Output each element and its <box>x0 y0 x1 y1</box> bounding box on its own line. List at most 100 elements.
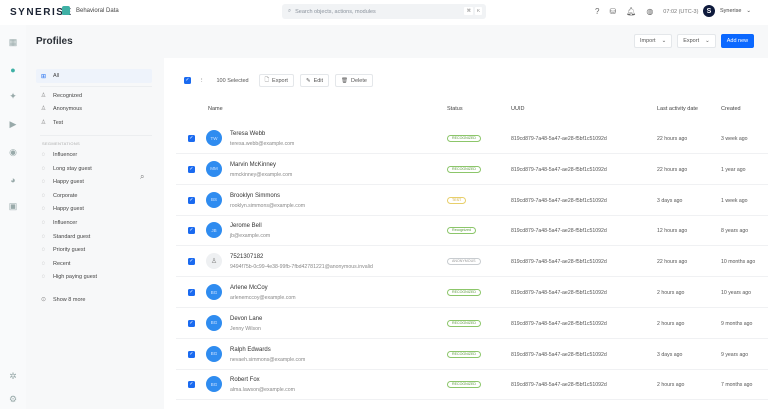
filter-test[interactable]: ♙ Test <box>40 119 64 127</box>
profile-name[interactable]: Jerome Bell <box>230 223 262 230</box>
row-checkbox[interactable]: ✓ <box>188 289 195 296</box>
dashboard-icon[interactable]: ▦ <box>8 37 18 47</box>
user-icon <box>62 6 70 15</box>
table-row[interactable]: ✓ TW Teresa Webb teresa.webb@example.com … <box>176 123 768 154</box>
chevron-down-circle-icon: ⊙ <box>40 297 47 303</box>
export-label: Export <box>272 77 288 84</box>
profile-name[interactable]: Devon Lane <box>230 315 263 322</box>
campaign-icon[interactable]: ▶ <box>9 119 17 129</box>
synerise-logo[interactable]: SYNERISE <box>10 7 73 18</box>
segment-item[interactable]: ◌ Happy guest <box>40 206 84 212</box>
row-checkbox[interactable]: ✓ <box>188 196 195 204</box>
table-row[interactable]: ✓ BG Robert Fox alma.lawson@example.com R… <box>176 369 768 401</box>
edit-button[interactable]: ✎ Edit <box>299 74 330 87</box>
top-bar: SYNERISE Behavioral Data ⌕ Search objects… <box>0 0 768 25</box>
row-checkbox[interactable]: ✓ <box>188 135 195 142</box>
database-icon[interactable]: ⛁ <box>609 7 617 16</box>
chevron-down-icon: ⌄ <box>705 38 710 44</box>
table-row[interactable]: ✓ ♙ 7521307182 9494f75b-0c99-4e38-99fb-7f… <box>176 246 768 278</box>
profile-name[interactable]: Brooklyn Simmons <box>230 192 281 199</box>
column-header-name[interactable]: Name <box>208 106 223 112</box>
row-checkbox[interactable]: ✓ <box>188 381 195 389</box>
segment-item[interactable]: ◌ Priority guest <box>40 247 85 253</box>
table-row[interactable]: ✓ BS Brooklyn Simmons rooklyn.simmons@exa… <box>176 185 768 216</box>
analytics-icon[interactable]: ◕ <box>10 175 16 185</box>
uuid: 819cd879-7a48-5a47-ae28-f5bf1c51092d <box>511 228 607 235</box>
profile-name[interactable]: Ralph Edwards <box>230 346 271 353</box>
row-checkbox[interactable]: ✓ <box>188 350 195 358</box>
bell-icon[interactable]: 🔔︎ <box>626 7 637 16</box>
global-search[interactable]: ⌕ Search objects, actions, modules ⌘ K <box>282 4 486 19</box>
help-icon[interactable]: ? <box>595 7 600 16</box>
column-header-status[interactable]: Status <box>447 106 463 112</box>
user-name: Synerise <box>720 8 742 14</box>
segment-icon: ◌ <box>41 260 46 267</box>
table-row[interactable]: ✓ BG Devon Lane Jenny Wilson RECOGNIZED 8… <box>176 308 768 339</box>
add-new-button[interactable]: Add new <box>720 34 755 48</box>
segment-item[interactable]: ◌ Influencer <box>40 152 77 158</box>
time-zone[interactable]: 07:02 (UTC-3) <box>663 8 699 15</box>
trash-icon: 🗑︎ <box>341 77 349 84</box>
table-row[interactable]: ✓ BG Arlene McCoy arlenemccoy@example.com… <box>176 277 768 308</box>
segment-item[interactable]: ◌ Happy guest <box>40 179 84 185</box>
column-header-created[interactable]: Created <box>721 106 741 112</box>
shortcut-key: ⌘ <box>464 7 473 15</box>
import-button[interactable]: Import ⌄ <box>634 34 673 48</box>
profile-name[interactable]: 7521307182 <box>230 254 264 261</box>
column-header-uuid[interactable]: UUID <box>511 106 525 112</box>
import-label: Import <box>640 38 656 44</box>
module-switcher[interactable]: Behavioral Data <box>62 6 119 15</box>
shortcut-key: K <box>474 7 482 15</box>
segment-item[interactable]: ◌ Long stay guest <box>40 166 92 172</box>
globe-icon[interactable]: ◍ <box>646 7 654 16</box>
filter-label: All <box>53 73 60 79</box>
column-header-last-activity[interactable]: Last activity date <box>657 106 698 112</box>
segment-item[interactable]: ◌ Recent <box>40 260 71 267</box>
select-all-checkbox[interactable]: ✓ <box>184 77 191 84</box>
ai-icon[interactable]: ✦ <box>9 91 17 101</box>
export-button[interactable]: Export ⌄ <box>677 34 716 48</box>
catalog-icon[interactable]: ▣ <box>8 201 18 211</box>
divider <box>40 86 152 87</box>
more-icon[interactable]: ⋮ <box>199 77 205 84</box>
settings-icon[interactable]: ⚙ <box>8 394 18 404</box>
segment-item[interactable]: ◌ High paying guest <box>40 274 97 280</box>
eye-icon[interactable]: ◉ <box>9 147 17 157</box>
avatar: TW <box>206 130 222 146</box>
status-badge: RECOGNIZED <box>447 350 481 358</box>
profile-name[interactable]: Robert Fox <box>230 377 260 384</box>
profiles-icon[interactable]: ● <box>10 65 16 75</box>
segment-item[interactable]: ◌ Standard guest <box>40 234 91 240</box>
table-row[interactable]: ✓ JB Jerome Bell jb@example.com Recognize… <box>176 215 768 247</box>
row-checkbox[interactable]: ✓ <box>188 165 195 173</box>
table-row[interactable]: ✓ BG Ralph Edwards nevaeh.simmons@example… <box>176 339 768 370</box>
integrations-icon[interactable]: ✲ <box>9 371 17 381</box>
row-checkbox[interactable]: ✓ <box>188 227 195 235</box>
row-checkbox[interactable]: ✓ <box>188 258 195 266</box>
delete-button[interactable]: 🗑︎ Delete <box>335 74 373 87</box>
created: 9 months ago <box>721 320 753 327</box>
filter-label: Test <box>53 119 64 126</box>
row-checkbox[interactable]: ✓ <box>188 319 195 327</box>
uuid: 819cd879-7a48-5a47-ae28-f5bf1c51092d <box>511 166 607 173</box>
profile-name[interactable]: Marvin McKinney <box>230 161 277 168</box>
filter-anonymous[interactable]: ♙ Anonymous <box>40 105 82 113</box>
search-icon[interactable]: ⌕ <box>140 172 145 181</box>
segment-item[interactable]: ◌ Influencer <box>40 220 77 226</box>
profile-email: alma.lawson@example.com <box>230 387 295 394</box>
segment-label: Happy guest <box>53 179 84 186</box>
profile-name[interactable]: Teresa Webb <box>230 131 266 137</box>
filter-all[interactable]: ⊞ All <box>36 69 152 83</box>
filter-recognized[interactable]: ♙ Recognized <box>40 92 82 100</box>
profile-name[interactable]: Arlene McCoy <box>230 285 268 291</box>
table-row[interactable]: ✓ MM Marvin McKinney mmckinney@example.co… <box>176 154 768 185</box>
module-name: Behavioral Data <box>76 7 119 14</box>
avatar: BG <box>206 345 222 362</box>
profile-email: arlenemccoy@example.com <box>230 295 296 301</box>
show-more-button[interactable]: ⊙ Show 8 more <box>40 296 85 304</box>
segment-icon: ◌ <box>41 152 46 158</box>
export-selected-button[interactable]: 🗋 Export <box>258 74 294 87</box>
segment-label: Influencer <box>53 220 78 226</box>
user-menu[interactable]: S Synerise ⌄ <box>703 5 751 17</box>
segment-item[interactable]: ◌ Corporate <box>40 193 78 199</box>
